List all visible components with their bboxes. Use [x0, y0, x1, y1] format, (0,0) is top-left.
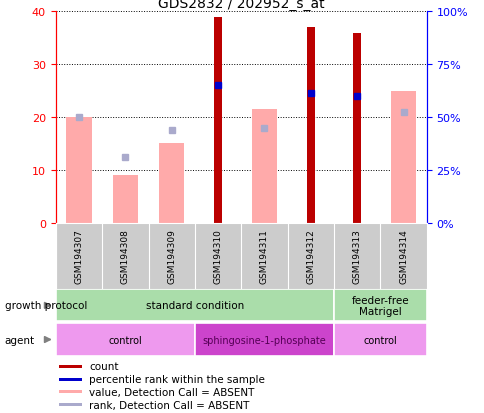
Bar	[306, 28, 315, 223]
Text: GSM194313: GSM194313	[352, 229, 361, 283]
Bar	[60, 378, 82, 381]
Text: GSM194311: GSM194311	[259, 229, 269, 283]
Bar	[60, 365, 82, 368]
Bar	[251, 110, 277, 223]
Text: count: count	[89, 361, 119, 372]
Bar	[333, 323, 426, 356]
Text: GSM194307: GSM194307	[75, 229, 83, 283]
Text: GSM194309: GSM194309	[167, 229, 176, 283]
Text: sphingosine-1-phosphate: sphingosine-1-phosphate	[202, 335, 326, 345]
Bar	[159, 144, 184, 223]
Bar	[56, 323, 195, 356]
Bar	[66, 118, 91, 223]
Text: rank, Detection Call = ABSENT: rank, Detection Call = ABSENT	[89, 400, 249, 410]
Text: GSM194312: GSM194312	[306, 229, 315, 283]
Bar	[352, 33, 361, 223]
Text: growth protocol: growth protocol	[5, 301, 87, 311]
Title: GDS2832 / 202952_s_at: GDS2832 / 202952_s_at	[158, 0, 324, 12]
Text: control: control	[108, 335, 142, 345]
Text: GSM194308: GSM194308	[121, 229, 130, 283]
Bar	[60, 403, 82, 406]
Text: GSM194310: GSM194310	[213, 229, 222, 283]
Text: agent: agent	[5, 335, 35, 345]
Text: GSM194314: GSM194314	[398, 229, 407, 283]
Bar	[56, 290, 333, 321]
Bar	[112, 176, 138, 223]
Bar	[213, 18, 222, 223]
Text: standard condition: standard condition	[146, 301, 243, 311]
Bar	[333, 290, 426, 321]
Bar	[390, 91, 415, 223]
Text: percentile rank within the sample: percentile rank within the sample	[89, 375, 264, 385]
Text: control: control	[363, 335, 396, 345]
Bar	[60, 390, 82, 393]
Bar	[195, 323, 333, 356]
Text: value, Detection Call = ABSENT: value, Detection Call = ABSENT	[89, 387, 254, 397]
Text: feeder-free
Matrigel: feeder-free Matrigel	[351, 295, 408, 316]
